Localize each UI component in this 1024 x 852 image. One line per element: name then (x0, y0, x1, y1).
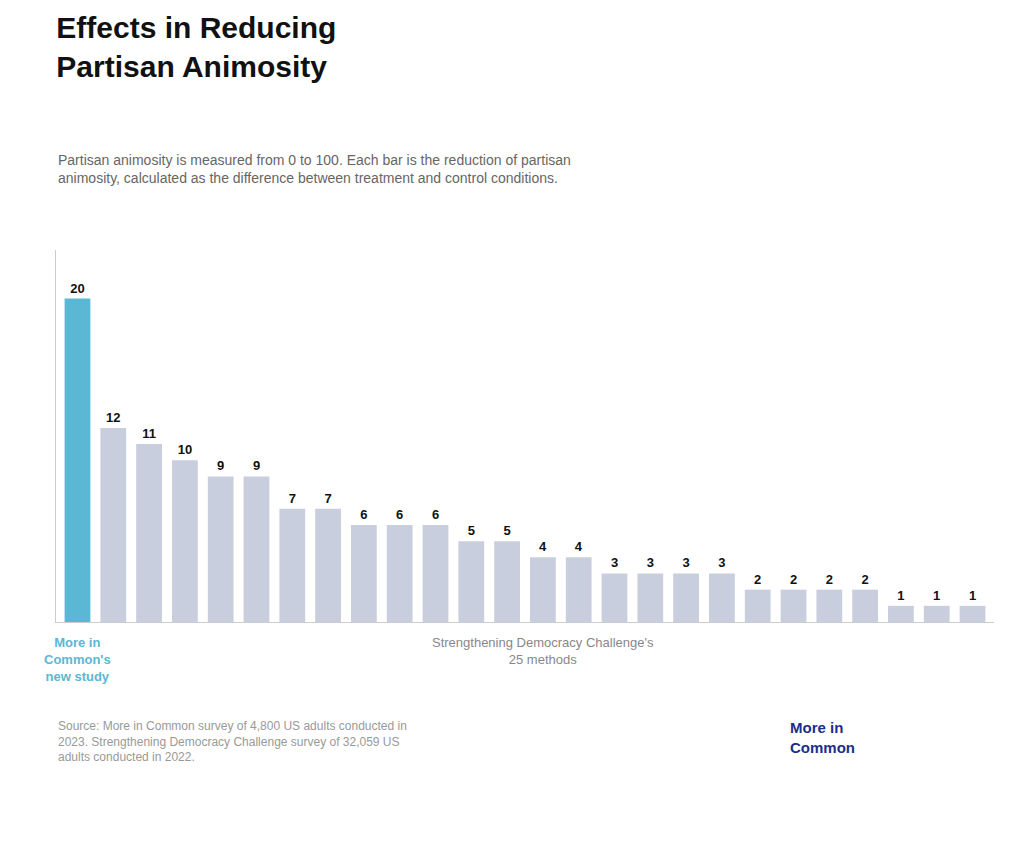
svg-text:Partisan animosity is measured: Partisan animosity is measured from 0 to… (58, 152, 571, 186)
svg-text:6: 6 (396, 507, 403, 522)
svg-text:More inCommon: More inCommon (790, 719, 855, 756)
svg-text:5: 5 (503, 523, 510, 538)
svg-text:1: 1 (933, 588, 940, 603)
svg-text:3: 3 (647, 555, 654, 570)
svg-text:7: 7 (289, 491, 296, 506)
svg-text:9: 9 (253, 458, 260, 473)
svg-text:9: 9 (217, 458, 224, 473)
svg-text:2: 2 (754, 572, 761, 587)
svg-text:1: 1 (897, 588, 904, 603)
svg-text:2: 2 (790, 572, 797, 587)
svg-text:20: 20 (70, 281, 84, 296)
svg-text:Strengthening Democracy Challe: Strengthening Democracy Challenge's25 me… (432, 635, 654, 667)
svg-text:10: 10 (178, 442, 192, 457)
svg-text:3: 3 (611, 555, 618, 570)
svg-text:2: 2 (826, 572, 833, 587)
svg-text:4: 4 (575, 539, 583, 554)
svg-text:Effects in ReducingPartisan An: Effects in ReducingPartisan Animosity (56, 11, 336, 83)
svg-text:3: 3 (718, 555, 725, 570)
svg-text:2: 2 (861, 572, 868, 587)
svg-text:6: 6 (360, 507, 367, 522)
svg-text:More inCommon'snew study: More inCommon'snew study (44, 635, 111, 684)
svg-text:4: 4 (539, 539, 547, 554)
svg-text:11: 11 (142, 426, 156, 441)
svg-text:12: 12 (106, 410, 120, 425)
svg-text:5: 5 (468, 523, 475, 538)
svg-text:6: 6 (432, 507, 439, 522)
svg-text:7: 7 (324, 491, 331, 506)
svg-text:Source: More in Common survey: Source: More in Common survey of 4,800 U… (58, 719, 407, 764)
svg-text:3: 3 (682, 555, 689, 570)
svg-text:1: 1 (969, 588, 976, 603)
